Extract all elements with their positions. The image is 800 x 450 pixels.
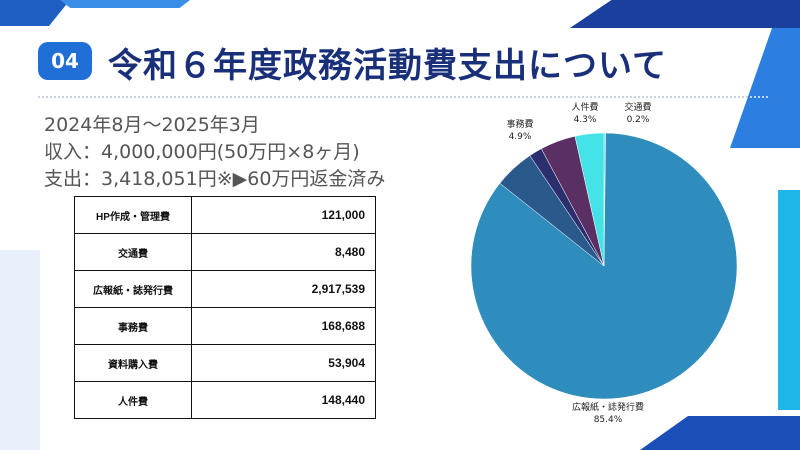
period-text: 2024年8月～2025年3月 — [44, 114, 260, 136]
pie-label-name: 広報紙・誌発行費 — [572, 401, 644, 413]
expense-amount: 53,904 — [191, 344, 376, 382]
pie-label-percent: 4.9% — [509, 132, 532, 142]
side-decoration-right — [778, 190, 800, 410]
expense-category: 交通費 — [74, 233, 192, 271]
expense-amount: 2,917,539 — [191, 270, 376, 308]
expense-amount: 121,000 — [191, 196, 376, 234]
table-row: 広報紙・誌発行費 2,917,539 — [74, 270, 376, 308]
expense-category: 資料購入費 — [74, 344, 192, 382]
spending-text: 支出：3,418,051円※▶60万円返金済み — [44, 168, 386, 190]
expense-amount: 148,440 — [191, 381, 376, 419]
pie-label-2: 事務費 4.9% — [506, 118, 533, 142]
pie-label-0: 交通費 0.2% — [624, 101, 651, 125]
corner-decoration-top-left-stripe — [60, 0, 190, 8]
pie-label-name: 人件費 — [571, 101, 598, 113]
title-divider — [38, 96, 768, 98]
income-text: 収入：4,000,000円(50万円×8ヶ月) — [44, 141, 360, 163]
pie-label-percent: 85.4% — [594, 415, 623, 425]
pie-label-1: 広報紙・誌発行費 85.4% — [572, 401, 644, 425]
slide-title: 令和６年度政務活動費支出について — [108, 46, 667, 86]
corner-decoration-top-right — [570, 0, 800, 28]
table-row: HP作成・管理費 121,000 — [74, 196, 376, 234]
corner-decoration-bottom-left — [0, 250, 40, 450]
pie-label-4: 人件費 4.3% — [571, 101, 598, 125]
pie-label-name: 事務費 — [506, 118, 533, 130]
expense-table: HP作成・管理費 121,000 交通費 8,480 広報紙・誌発行費 2,91… — [74, 196, 376, 419]
table-row: 交通費 8,480 — [74, 233, 376, 271]
expense-category: HP作成・管理費 — [74, 196, 192, 234]
summary-block: 2024年8月～2025年3月 収入：4,000,000円(50万円×8ヶ月) … — [44, 112, 385, 193]
section-number-badge: 04 — [38, 42, 92, 80]
table-row: 事務費 168,688 — [74, 307, 376, 345]
pie-label-percent: 0.2% — [627, 115, 650, 125]
pie-slice-5 — [574, 132, 605, 267]
expense-pie-chart: 交通費 0.2% 広報紙・誌発行費 85.4% 事務費 4.9% 人件費 4.3% — [470, 101, 738, 425]
pie-label-percent: 4.3% — [574, 115, 597, 125]
corner-decoration-top-left — [0, 0, 70, 26]
expense-amount: 168,688 — [191, 307, 376, 345]
expense-amount: 8,480 — [191, 233, 376, 271]
table-row: 資料購入費 53,904 — [74, 344, 376, 382]
expense-category: 広報紙・誌発行費 — [74, 270, 192, 308]
pie-label-name: 交通費 — [624, 101, 651, 113]
table-row: 人件費 148,440 — [74, 381, 376, 419]
expense-category: 人件費 — [74, 381, 192, 419]
expense-category: 事務費 — [74, 307, 192, 345]
